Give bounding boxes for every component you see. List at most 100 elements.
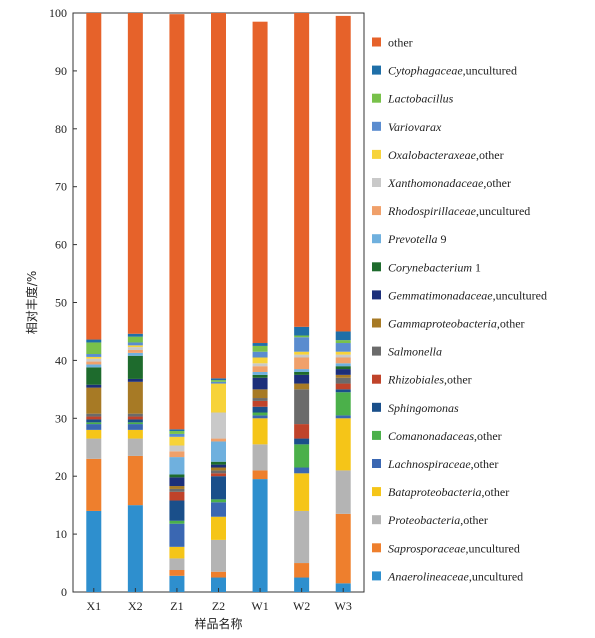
- bar-segment: [127, 381, 143, 414]
- legend-label-rest: ,uncultured: [493, 288, 547, 302]
- bar-segment: [211, 473, 226, 477]
- bar-stack-w3: [335, 15, 351, 592]
- bar-segment: [211, 378, 226, 381]
- legend-swatch: [372, 543, 381, 553]
- y-tick-label: 30: [55, 411, 67, 425]
- x-tick-label: X2: [128, 599, 143, 613]
- legend-label-italic: Saprosporaceae: [388, 541, 466, 555]
- legend-item: Anaerolineaceae,uncultured: [372, 569, 523, 583]
- bar-segment: [211, 438, 226, 442]
- bar-segment: [335, 340, 351, 344]
- legend-label: Salmonella: [388, 345, 442, 359]
- bar-segment: [335, 354, 351, 358]
- bar-segment: [335, 351, 351, 355]
- bar-segment: [86, 510, 102, 592]
- y-tick-label: 80: [55, 122, 67, 136]
- legend-item: Bataproteobacteria,other: [372, 485, 509, 499]
- bar-segment: [252, 444, 268, 471]
- legend-item: Gemmatimonadaceae,uncultured: [372, 288, 547, 302]
- legend-label: Anaerolineaceae,uncultured: [387, 569, 523, 583]
- legend-label-rest: ,uncultured: [476, 204, 530, 218]
- legend-label-italic: Gemmatimonadaceae: [388, 288, 493, 302]
- bar-segment: [335, 363, 351, 367]
- bar-segment: [335, 389, 351, 393]
- legend-label: Cytophagaceae,uncultured: [388, 64, 517, 78]
- bar-segment: [294, 467, 310, 474]
- bars-group: [86, 13, 351, 592]
- bar-segment: [335, 331, 351, 341]
- legend-swatch: [372, 121, 381, 131]
- bar-segment: [127, 424, 143, 430]
- bar-segment: [127, 342, 143, 346]
- legend-label-italic: Corynebacterium: [388, 260, 472, 274]
- bar-segment: [335, 366, 351, 370]
- legend-label-italic: Proteobacteria: [387, 513, 460, 527]
- legend-swatch: [372, 93, 381, 103]
- bar-segment: [211, 470, 226, 474]
- bar-segment: [169, 474, 185, 478]
- legend-label-rest: ,other: [471, 457, 499, 471]
- bar-segment: [169, 575, 185, 592]
- legend-item: Oxalobacteraxeae,other: [372, 148, 504, 162]
- legend-label-italic: Rhodospirillaceae: [387, 204, 477, 218]
- y-tick-label: 100: [49, 6, 67, 20]
- bar-segment: [252, 412, 268, 416]
- bar-segment: [252, 351, 268, 358]
- bar-segment: [169, 520, 185, 524]
- y-axis-title: 相对丰度/%: [24, 271, 39, 334]
- bar-segment: [169, 433, 185, 437]
- legend-label-rest: ,other: [482, 485, 510, 499]
- bar-stack-x1: [86, 13, 102, 592]
- bar-segment: [294, 389, 310, 425]
- legend-label-italic: Rhizobiales: [387, 373, 444, 387]
- bar-segment: [86, 339, 102, 343]
- x-axis-title: 样品名称: [194, 616, 242, 631]
- bar-segment: [86, 424, 102, 430]
- bar-segment: [335, 369, 351, 375]
- bar-segment: [169, 477, 185, 487]
- legend-label: Lactobacillus: [387, 92, 454, 106]
- bar-segment: [335, 418, 351, 471]
- bar-segment: [127, 413, 143, 417]
- legend-label-rest: 9: [438, 232, 447, 246]
- legend-label: other: [388, 36, 413, 50]
- legend-label: Comanonadaceas,other: [388, 429, 502, 443]
- legend-label: Lachnospiraceae,other: [387, 457, 498, 471]
- bar-segment: [211, 461, 226, 465]
- bar-segment: [127, 419, 143, 423]
- legend-label: Prevotella 9: [387, 232, 447, 246]
- bar-segment: [252, 389, 268, 399]
- bar-segment: [127, 429, 143, 439]
- legend-label-italic: Salmonella: [388, 345, 442, 359]
- legend-label-rest: ,uncultured: [469, 569, 523, 583]
- legend-label: Rhizobiales,other: [387, 373, 472, 387]
- bar-segment: [294, 357, 310, 370]
- bar-segment: [169, 500, 185, 521]
- bar-segment: [169, 436, 185, 446]
- bar-segment: [211, 381, 226, 384]
- y-tick-label: 50: [55, 296, 67, 310]
- legend-item: Xanthomonadaceae,other: [372, 176, 511, 190]
- legend-label-italic: Sphingomonas: [388, 401, 459, 415]
- bar-segment: [211, 499, 226, 503]
- legend-item: Proteobacteria,other: [372, 513, 488, 527]
- legend-label-italic: Xanthomonadaceae: [387, 176, 484, 190]
- legend-label: Saprosporaceae,uncultured: [388, 541, 520, 555]
- bar-segment: [252, 377, 268, 390]
- legend-label-rest: ,other: [444, 373, 472, 387]
- bar-segment: [211, 571, 226, 578]
- bar-segment: [294, 444, 310, 468]
- bar-stack-w2: [294, 13, 310, 592]
- legend-label-italic: Variovarax: [388, 120, 442, 134]
- bar-segment: [294, 13, 310, 327]
- bar-segment: [294, 371, 310, 375]
- bar-segment: [252, 479, 268, 592]
- y-tick-label: 70: [55, 180, 67, 194]
- y-tick-label: 20: [55, 469, 67, 483]
- bar-segment: [252, 418, 268, 445]
- bar-stack-z1: [169, 14, 185, 592]
- legend-label-rest: 1: [472, 260, 481, 274]
- legend-swatch: [372, 515, 381, 525]
- bar-segment: [211, 464, 226, 468]
- bar-segment: [294, 577, 310, 592]
